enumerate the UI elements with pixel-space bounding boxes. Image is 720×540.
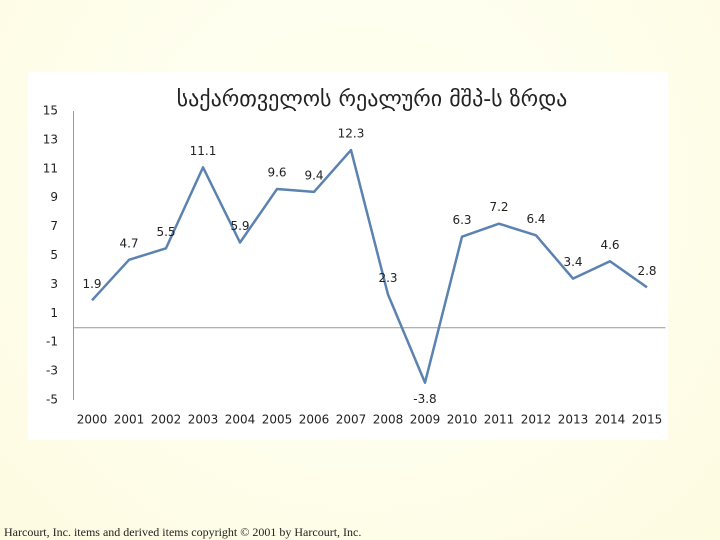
x-tick-label: 2008 [373,413,404,427]
y-tick-label: 3 [50,277,58,291]
x-tick-label: 2015 [632,413,663,427]
y-tick-label: 11 [43,161,58,175]
y-tick-label: 13 [43,132,58,146]
x-tick-label: 2013 [558,413,589,427]
y-tick-label: -3 [46,364,58,378]
x-tick-label: 2000 [77,413,108,427]
data-label: 6.4 [526,212,545,226]
x-tick-label: 2002 [151,413,182,427]
y-tick-label: -1 [46,335,58,349]
data-label: 5.9 [230,219,249,233]
y-tick-label: 7 [50,219,58,233]
x-tick-label: 2011 [484,413,515,427]
x-tick-label: 2003 [188,413,219,427]
data-label: -3.8 [413,392,436,406]
data-label: 4.6 [600,238,619,252]
footer: Harcourt, Inc. items and derived items c… [4,525,361,539]
chart-area [28,72,668,440]
x-tick-label: 2004 [225,413,256,427]
data-label: 4.7 [119,236,138,250]
x-tick-label: 2007 [336,413,367,427]
y-tick-label: 9 [50,190,58,204]
chart-title: საქართველოს რეალური მშპ-ს ზრდა [177,87,568,112]
x-tick-label: 2001 [114,413,145,427]
data-label: 7.2 [489,200,508,214]
data-label: 9.6 [267,166,286,180]
y-tick-label: -5 [46,393,58,407]
y-tick-label: 1 [50,306,58,320]
x-tick-label: 2005 [262,413,293,427]
data-label: 11.1 [190,144,217,158]
data-label: 6.3 [452,213,471,227]
data-label: 1.9 [82,277,101,291]
data-label: 5.5 [156,225,175,239]
data-label: 2.8 [637,264,656,278]
data-label: 2.3 [378,271,397,285]
x-tick-label: 2014 [595,413,626,427]
data-label: 3.4 [563,255,582,269]
x-tick-label: 2010 [447,413,478,427]
x-tick-label: 2009 [410,413,441,427]
data-label: 12.3 [338,127,365,141]
y-tick-label: 5 [50,248,58,262]
x-tick-label: 2006 [299,413,330,427]
data-label: 9.4 [304,168,323,182]
y-tick-label: 15 [43,104,58,118]
x-tick-label: 2012 [521,413,552,427]
data-line [91,148,648,384]
